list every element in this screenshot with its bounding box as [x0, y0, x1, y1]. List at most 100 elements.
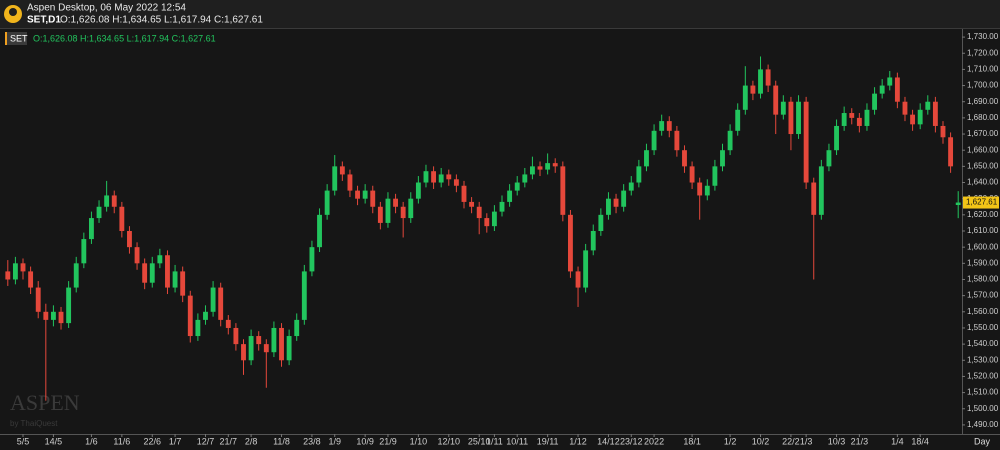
candle-body: [872, 93, 877, 110]
candle-body: [66, 287, 72, 324]
candle-body: [453, 179, 459, 186]
x-tick-label: 12/10: [438, 436, 461, 446]
candle-body: [58, 311, 64, 324]
candle-body: [309, 247, 315, 272]
candle-body: [165, 255, 170, 288]
x-unit: Day: [974, 436, 991, 446]
candle-body: [484, 218, 490, 227]
app-icon-eye: [9, 8, 17, 16]
x-tick-label: 5/5: [17, 436, 30, 446]
candle-body: [689, 166, 695, 183]
candle-body: [81, 239, 87, 264]
y-tick-label: 1,570.00: [967, 291, 999, 300]
legend-tag-box: [5, 32, 27, 45]
y-tick-label: 1,710.00: [967, 65, 999, 74]
candle-body: [233, 327, 239, 345]
candle-body: [818, 166, 824, 215]
candle-body: [856, 117, 862, 126]
y-tick-label: 1,490.00: [967, 420, 999, 429]
legend-tag: SET: [10, 33, 28, 43]
candle-body: [735, 109, 741, 131]
candle-body: [89, 218, 94, 240]
candle-body: [811, 182, 817, 215]
candle-body: [864, 109, 870, 126]
candle-body: [932, 101, 938, 126]
candle-body: [788, 101, 794, 135]
candle-body: [727, 130, 733, 151]
candle-body: [590, 231, 596, 251]
candle-body: [940, 125, 946, 138]
candle-body: [28, 271, 34, 288]
candle-body: [742, 85, 748, 110]
y-tick-label: 1,520.00: [967, 372, 999, 381]
candle-body: [834, 125, 839, 151]
y-tick-label: 1,530.00: [967, 355, 999, 364]
candle-body: [324, 190, 330, 215]
candle-body: [362, 190, 368, 199]
x-tick-label: 22/2: [782, 436, 800, 446]
title-bar: [0, 0, 1000, 28]
y-tick-label: 1,730.00: [967, 32, 999, 41]
candle-body: [773, 85, 779, 115]
y-tick-label: 1,720.00: [967, 48, 999, 57]
candle-body: [446, 174, 452, 180]
candle-body: [73, 263, 79, 288]
candle-body: [469, 201, 475, 207]
x-tick-label: 23/8: [303, 436, 321, 446]
candle-body: [712, 166, 718, 186]
y-tick-label: 1,610.00: [967, 226, 999, 235]
candle-body: [545, 163, 551, 170]
candle-body: [902, 101, 908, 115]
candle-body: [796, 101, 801, 135]
x-tick-label: 14/5: [45, 436, 63, 446]
x-tick-label: 10/9: [356, 436, 374, 446]
x-tick-label: 14/12: [597, 436, 620, 446]
x-tick-label: 19/11: [537, 436, 559, 446]
candle-body: [218, 287, 224, 320]
candle-body: [560, 166, 566, 215]
candle-body: [583, 250, 589, 288]
candle-body: [339, 166, 345, 175]
x-tick-label: 1/2: [724, 436, 737, 446]
candle-body: [210, 287, 216, 312]
candle-body: [180, 271, 186, 296]
watermark-by: by ThaiQuest: [10, 419, 58, 428]
candle-body: [127, 231, 132, 248]
candle-body: [301, 271, 307, 320]
y-tick-label: 1,650.00: [967, 161, 999, 170]
candle-body: [955, 202, 961, 206]
x-tick-label: 12/7: [197, 436, 215, 446]
candle-body: [400, 206, 406, 219]
x-tick-label: 11/6: [113, 436, 130, 446]
legend-ohlc: O:1,626.08 H:1,634.65 L:1,617.94 C:1,627…: [33, 33, 216, 43]
x-tick-label: 10/3: [828, 436, 846, 446]
candle-body: [355, 190, 360, 199]
candle-body: [674, 130, 680, 151]
candle-body: [849, 113, 855, 118]
candle-body: [332, 166, 338, 191]
candle-body: [157, 255, 163, 264]
x-tick-label: 1/6: [85, 436, 98, 446]
candle-body: [385, 198, 391, 223]
candle-body: [499, 201, 505, 212]
x-tick-label: 1/10: [410, 436, 428, 446]
candle-body: [142, 263, 148, 283]
candle-body: [651, 130, 657, 151]
header-ohlc: O:1,626.08 H:1,634.65 L:1,617.94 C:1,627…: [60, 15, 263, 26]
y-tick-label: 1,580.00: [967, 275, 999, 284]
candle-body: [96, 206, 102, 219]
candle-body: [704, 185, 710, 196]
candle-body: [636, 166, 642, 183]
candle-body: [514, 182, 520, 191]
candle-body: [659, 121, 665, 131]
candle-body: [720, 150, 725, 167]
legend-tag-accent: [5, 32, 7, 45]
candle-body: [408, 198, 414, 219]
candle-body: [286, 336, 292, 361]
candle-body: [537, 166, 543, 170]
y-tick-label: 1,550.00: [967, 323, 999, 332]
candle-body: [613, 198, 619, 207]
x-tick-label: 21/9: [379, 436, 397, 446]
